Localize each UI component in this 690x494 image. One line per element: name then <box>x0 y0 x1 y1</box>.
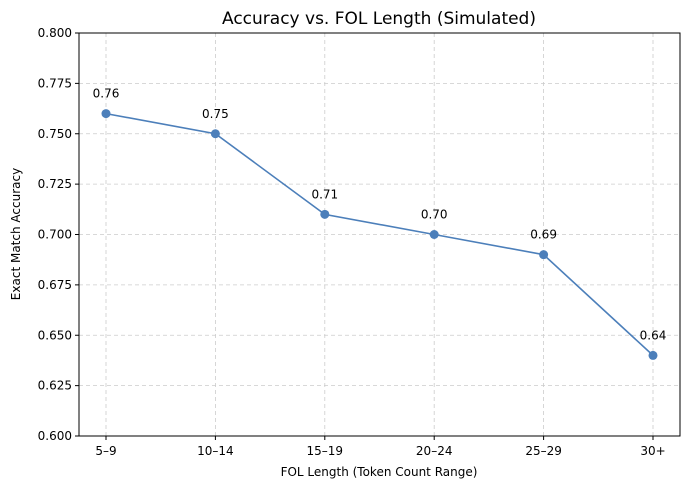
data-point <box>320 209 330 219</box>
series-accuracy <box>101 109 658 360</box>
y-tick-label: 0.625 <box>38 379 72 393</box>
y-tick-label: 0.675 <box>38 278 72 292</box>
grid-layer <box>79 32 680 437</box>
data-label: 0.64 <box>640 328 667 342</box>
data-point <box>429 230 439 239</box>
data-label: 0.75 <box>202 107 229 121</box>
data-label: 0.71 <box>311 187 338 201</box>
x-tick-label: 5–9 <box>95 444 116 458</box>
x-tick-label: 15–19 <box>307 444 344 458</box>
x-axis-label: FOL Length (Token Count Range) <box>281 465 478 479</box>
data-label: 0.69 <box>530 228 557 242</box>
chart-title: Accuracy vs. FOL Length (Simulated) <box>222 9 536 29</box>
plot-frame <box>78 32 681 437</box>
x-tick-label: 25–29 <box>525 444 562 458</box>
data-label: 0.76 <box>93 87 120 101</box>
y-tick-label: 0.700 <box>38 228 72 242</box>
x-axis: 5–9 10–14 15–19 20–24 25–29 30+ <box>95 436 666 458</box>
data-point <box>101 109 111 119</box>
data-label: 0.70 <box>421 208 448 222</box>
y-tick-label: 0.775 <box>38 76 72 90</box>
y-tick-label: 0.600 <box>38 429 72 443</box>
y-tick-label: 0.650 <box>38 328 72 342</box>
data-point <box>648 350 658 360</box>
y-tick-label: 0.725 <box>38 177 72 191</box>
data-point <box>539 250 549 260</box>
x-tick-label: 30+ <box>640 444 665 458</box>
x-tick-label: 10–14 <box>197 444 234 458</box>
x-tick-label: 20–24 <box>416 444 453 458</box>
data-point <box>210 129 220 139</box>
y-axis: 0.600 0.625 0.650 0.675 0.700 0.725 0.750 0.775… <box>38 26 79 443</box>
y-tick-label: 0.750 <box>38 127 72 141</box>
y-axis-label: Exact Match Accuracy <box>9 168 23 300</box>
y-tick-label: 0.800 <box>38 26 72 40</box>
series-line <box>105 112 654 356</box>
data-labels: 0.76 0.75 0.71 0.70 0.69 0.64 <box>93 87 667 343</box>
